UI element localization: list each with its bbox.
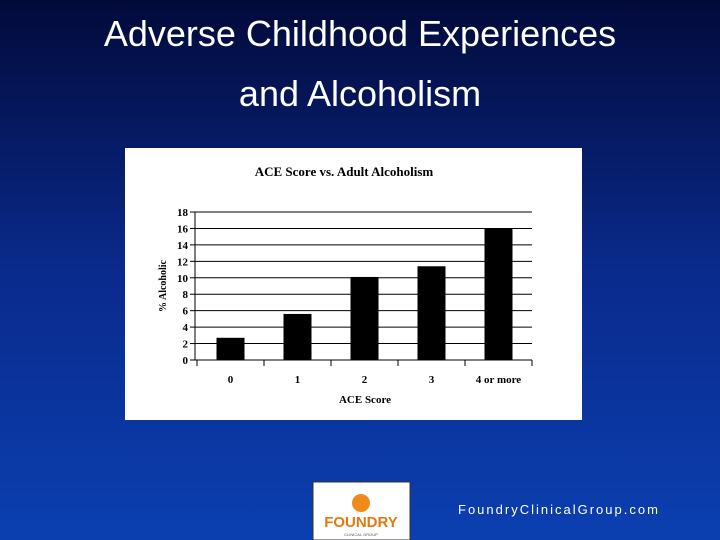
logo-tagline: CLINICAL GROUP — [344, 532, 378, 537]
y-tick-label: 8 — [183, 289, 189, 301]
x-tick-label: 3 — [429, 374, 435, 386]
x-axis-label: ACE Score — [339, 394, 391, 406]
bar — [216, 337, 245, 360]
chart-title: ACE Score vs. Adult Alcoholism — [255, 164, 434, 179]
y-tick-label: 0 — [183, 355, 189, 367]
logo-icon — [352, 494, 370, 512]
y-tick-label: 18 — [177, 207, 189, 219]
x-tick-label: 0 — [228, 374, 234, 386]
x-tick-label: 1 — [295, 374, 301, 386]
y-tick-label: 2 — [183, 339, 189, 351]
slide-title: and Alcoholism — [239, 73, 481, 114]
y-tick-label: 4 — [183, 322, 189, 334]
y-tick-label: 16 — [177, 223, 189, 235]
bar — [484, 228, 513, 360]
bar — [350, 276, 379, 360]
y-tick-label: 6 — [183, 306, 189, 318]
logo-name: FOUNDRY — [324, 514, 398, 531]
y-tick-label: 12 — [177, 256, 189, 268]
x-tick-label: 2 — [362, 374, 368, 386]
y-axis-label: % Alcoholic — [158, 259, 169, 312]
y-tick-label: 10 — [177, 273, 189, 285]
slide-title: Adverse Childhood Experiences — [104, 13, 616, 54]
footer-url: FoundryClinicalGroup.com — [458, 502, 660, 517]
bar — [283, 313, 312, 360]
x-tick-label: 4 or more — [476, 374, 522, 386]
bar — [417, 266, 446, 360]
y-tick-label: 14 — [177, 240, 189, 252]
